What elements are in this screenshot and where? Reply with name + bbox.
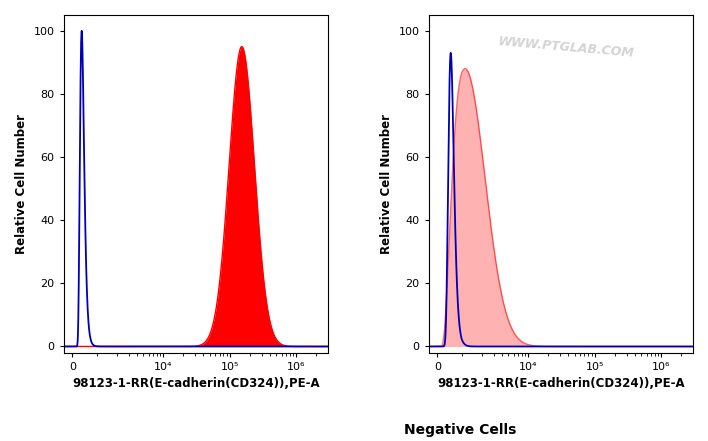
Y-axis label: Relative Cell Number: Relative Cell Number: [380, 114, 393, 254]
Text: WWW.PTGLAB.COM: WWW.PTGLAB.COM: [497, 35, 635, 60]
Text: Negative Cells: Negative Cells: [404, 422, 516, 437]
Y-axis label: Relative Cell Number: Relative Cell Number: [15, 114, 28, 254]
X-axis label: 98123-1-RR(E-cadherin(CD324)),PE-A: 98123-1-RR(E-cadherin(CD324)),PE-A: [72, 377, 319, 390]
X-axis label: 98123-1-RR(E-cadherin(CD324)),PE-A: 98123-1-RR(E-cadherin(CD324)),PE-A: [437, 377, 685, 390]
